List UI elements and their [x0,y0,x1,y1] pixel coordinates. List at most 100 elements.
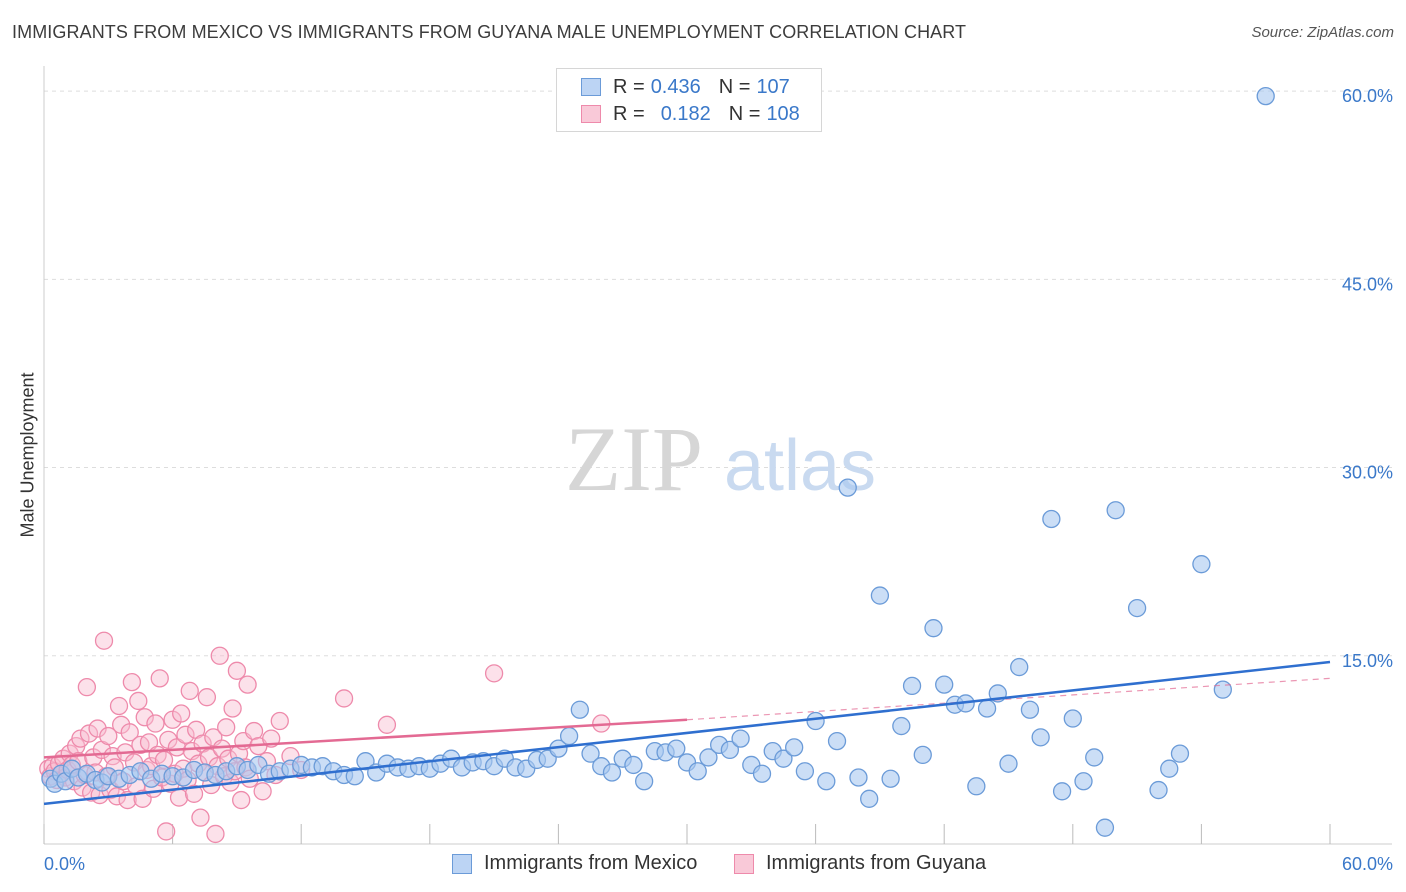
data-point-mexico [999,754,1018,773]
legend-row-mexico: R = 0.436 N = 107 [581,74,790,100]
data-point-guyana [206,824,225,844]
axis-layer [43,66,1392,845]
data-point-guyana [109,696,129,716]
y-tick-label: 15.0% [1342,651,1393,671]
data-point-mexico [902,676,922,696]
data-point-mexico [1085,748,1104,767]
data-point-mexico [1256,86,1275,106]
trend-line-guyana-extension [686,677,1331,721]
data-point-mexico [892,716,911,736]
data-point-guyana [88,719,107,738]
legend-n-label: N = [728,102,761,125]
data-point-mexico [935,675,954,694]
data-point-mexico [1170,744,1190,763]
data-point-guyana [99,726,118,746]
data-point-guyana [146,714,165,733]
data-point-mexico [1192,555,1211,574]
data-point-guyana [253,782,272,801]
data-point-guyana [122,672,142,692]
data-point-mexico [860,789,879,808]
data-point-guyana [197,688,217,707]
legend-r-value: 0.182 [660,102,711,125]
data-point-guyana [270,711,289,731]
data-point-mexico [1149,780,1168,800]
data-point-guyana [217,718,236,737]
legend-r-value: 0.436 [650,75,701,98]
data-point-mexico [570,700,589,719]
legend-r-label: R = [613,102,645,125]
correlation-legend: R = 0.436 N = 107 R = 0.182 N = 108 [556,68,822,132]
grid-layer [44,90,1392,657]
data-point-mexico [559,726,579,746]
data-point-guyana [484,664,504,683]
data-point-mexico [1213,680,1232,699]
data-point-mexico [977,699,997,718]
data-point-guyana [238,675,257,694]
data-point-mexico [913,745,932,765]
legend-row-guyana: R = 0.182 N = 108 [581,101,800,127]
data-point-mexico [688,762,707,781]
data-point-mexico [817,772,836,791]
trend-line-mexico [43,660,1331,806]
legend-n-value: 108 [766,102,800,125]
watermark-zip: ZIP [565,408,703,510]
y-tick-label: 30.0% [1342,463,1393,483]
data-point-mexico [731,729,750,748]
bottom-legend-guyana-label: Immigrants from Guyana [766,852,987,874]
data-point-guyana [77,677,97,697]
data-point-mexico [720,740,740,760]
data-point-mexico [806,711,825,731]
data-point-mexico [1020,700,1040,719]
data-point-mexico [1031,728,1050,747]
data-point-guyana [167,738,187,757]
legend-swatch-mexico [581,78,601,96]
data-point-mexico [795,762,815,781]
y-axis-label: Male Unemployment [17,372,38,538]
x-tick-label-left: 0.0% [44,854,85,874]
x-tick-label-right: 60.0% [1342,854,1393,874]
data-point-mexico [827,731,847,751]
data-point-mexico [1010,657,1029,677]
data-point-mexico [774,749,793,768]
bottom-legend-mexico-label: Immigrants from Mexico [484,852,698,874]
data-point-mexico [849,768,868,787]
data-point-guyana [244,721,264,741]
data-point-mexico [1042,509,1061,529]
bottom-legend: Immigrants from Mexico Immigrants from G… [0,852,1406,878]
data-point-mexico [356,752,375,771]
tick-labels: 15.0% 30.0% 45.0% 60.0% 0.0% 60.0% [44,86,1393,874]
data-point-guyana [334,689,354,708]
data-point-mexico [1074,772,1093,791]
data-point-guyana [157,822,176,841]
legend-r-label: R = [613,75,645,98]
data-point-mexico [699,748,718,767]
legend-swatch-guyana [581,105,601,123]
data-point-mexico [1160,759,1179,778]
data-point-guyana [180,681,199,701]
data-point-guyana [223,699,242,718]
series-mexico-points [41,86,1275,837]
data-point-mexico [581,744,600,763]
data-point-mexico [602,763,622,782]
data-point-guyana [191,808,210,827]
bottom-legend-mexico: Immigrants from Mexico [452,852,697,875]
legend-n-value: 107 [756,75,790,98]
y-tick-label: 45.0% [1342,274,1393,294]
data-point-mexico [634,772,654,791]
data-point-guyana [94,631,114,650]
bottom-swatch-guyana [734,853,754,874]
data-point-mexico [924,619,943,638]
trend-line-guyana [43,718,688,759]
data-point-mexico [1095,818,1115,837]
data-point-guyana [129,691,148,711]
data-point-mexico [1106,501,1125,520]
data-point-guyana [169,788,189,807]
data-point-mexico [785,738,804,757]
bottom-swatch-mexico [452,853,472,874]
data-point-mexico [870,586,890,605]
data-point-mexico [667,739,686,758]
y-tick-label: 60.0% [1342,86,1393,106]
bottom-legend-guyana: Immigrants from Guyana [734,852,986,875]
data-point-mexico [1052,782,1072,801]
data-point-guyana [377,715,397,734]
